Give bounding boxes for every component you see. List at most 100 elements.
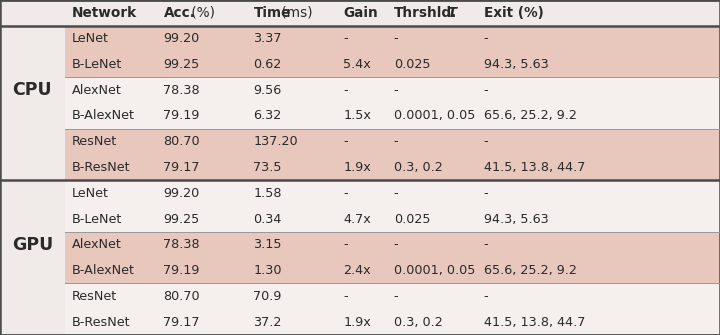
Text: -: - xyxy=(394,290,398,303)
Text: LeNet: LeNet xyxy=(72,187,109,200)
Text: 65.6, 25.2, 9.2: 65.6, 25.2, 9.2 xyxy=(484,110,577,123)
Text: B-ResNet: B-ResNet xyxy=(72,161,130,174)
Text: 1.9x: 1.9x xyxy=(343,161,372,174)
Bar xyxy=(0,232,65,258)
Text: B-AlexNet: B-AlexNet xyxy=(72,264,135,277)
Text: 79.19: 79.19 xyxy=(163,110,200,123)
Bar xyxy=(0,26,720,52)
Text: 80.70: 80.70 xyxy=(163,135,200,148)
Bar xyxy=(0,77,65,103)
Text: GPU: GPU xyxy=(12,236,53,254)
Text: 99.25: 99.25 xyxy=(163,58,199,71)
Text: Gain: Gain xyxy=(343,6,378,20)
Bar xyxy=(0,309,65,335)
Text: 65.6, 25.2, 9.2: 65.6, 25.2, 9.2 xyxy=(484,264,577,277)
Text: Time: Time xyxy=(253,6,291,20)
Text: 94.3, 5.63: 94.3, 5.63 xyxy=(484,212,549,225)
Text: 0.0001, 0.05: 0.0001, 0.05 xyxy=(394,110,475,123)
Text: -: - xyxy=(343,135,348,148)
Text: 0.0001, 0.05: 0.0001, 0.05 xyxy=(394,264,475,277)
Text: -: - xyxy=(343,290,348,303)
Text: Thrshld.: Thrshld. xyxy=(394,6,457,20)
Bar xyxy=(0,103,65,129)
Text: 37.2: 37.2 xyxy=(253,316,282,329)
Text: -: - xyxy=(484,238,488,251)
Text: 70.9: 70.9 xyxy=(253,290,282,303)
Bar xyxy=(0,129,65,155)
Bar xyxy=(0,309,720,335)
Text: -: - xyxy=(343,238,348,251)
Text: -: - xyxy=(484,187,488,200)
Text: 79.19: 79.19 xyxy=(163,264,200,277)
Text: -: - xyxy=(484,32,488,45)
Text: 9.56: 9.56 xyxy=(253,84,282,97)
Text: 41.5, 13.8, 44.7: 41.5, 13.8, 44.7 xyxy=(484,316,585,329)
Text: (ms): (ms) xyxy=(277,6,312,20)
Bar xyxy=(0,0,720,26)
Text: -: - xyxy=(484,135,488,148)
Text: 78.38: 78.38 xyxy=(163,84,200,97)
Text: 41.5, 13.8, 44.7: 41.5, 13.8, 44.7 xyxy=(484,161,585,174)
Text: 0.025: 0.025 xyxy=(394,212,431,225)
Bar xyxy=(0,155,720,180)
Text: -: - xyxy=(394,187,398,200)
Text: -: - xyxy=(394,238,398,251)
Text: ResNet: ResNet xyxy=(72,135,117,148)
Bar xyxy=(0,180,65,206)
Text: 0.3, 0.2: 0.3, 0.2 xyxy=(394,316,443,329)
Text: 73.5: 73.5 xyxy=(253,161,282,174)
Bar xyxy=(0,155,65,180)
Text: -: - xyxy=(343,32,348,45)
Text: Exit (%): Exit (%) xyxy=(484,6,544,20)
Text: -: - xyxy=(484,290,488,303)
Text: 0.025: 0.025 xyxy=(394,58,431,71)
Text: 79.17: 79.17 xyxy=(163,161,200,174)
Text: 4.7x: 4.7x xyxy=(343,212,372,225)
Text: 78.38: 78.38 xyxy=(163,238,200,251)
Text: LeNet: LeNet xyxy=(72,32,109,45)
Text: 99.25: 99.25 xyxy=(163,212,199,225)
Text: 0.62: 0.62 xyxy=(253,58,282,71)
Text: 99.20: 99.20 xyxy=(163,32,199,45)
Bar xyxy=(0,206,65,232)
Text: CPU: CPU xyxy=(12,81,53,99)
Text: (%): (%) xyxy=(187,6,215,20)
Text: 94.3, 5.63: 94.3, 5.63 xyxy=(484,58,549,71)
Text: Network: Network xyxy=(72,6,137,20)
Text: ResNet: ResNet xyxy=(72,290,117,303)
Text: 137.20: 137.20 xyxy=(253,135,298,148)
Bar xyxy=(0,258,65,283)
Text: -: - xyxy=(394,32,398,45)
Text: 1.9x: 1.9x xyxy=(343,316,372,329)
Bar xyxy=(0,258,720,283)
Text: 1.30: 1.30 xyxy=(253,264,282,277)
Bar xyxy=(0,52,720,77)
Text: -: - xyxy=(394,135,398,148)
Bar xyxy=(0,283,720,309)
Text: 5.4x: 5.4x xyxy=(343,58,372,71)
Text: 2.4x: 2.4x xyxy=(343,264,371,277)
Text: 99.20: 99.20 xyxy=(163,187,199,200)
Text: 3.37: 3.37 xyxy=(253,32,282,45)
Text: T: T xyxy=(443,6,456,20)
Text: -: - xyxy=(343,84,348,97)
Bar xyxy=(0,52,65,77)
Text: Acc.: Acc. xyxy=(163,6,195,20)
Text: 3.15: 3.15 xyxy=(253,238,282,251)
Bar xyxy=(0,206,720,232)
Bar xyxy=(0,129,720,155)
Text: 1.58: 1.58 xyxy=(253,187,282,200)
Text: 79.17: 79.17 xyxy=(163,316,200,329)
Bar xyxy=(0,77,720,103)
Text: 0.34: 0.34 xyxy=(253,212,282,225)
Text: B-AlexNet: B-AlexNet xyxy=(72,110,135,123)
Text: B-LeNet: B-LeNet xyxy=(72,212,122,225)
Bar xyxy=(0,103,720,129)
Bar xyxy=(0,26,65,52)
Text: AlexNet: AlexNet xyxy=(72,238,122,251)
Text: 0.3, 0.2: 0.3, 0.2 xyxy=(394,161,443,174)
Bar xyxy=(0,283,65,309)
Text: 6.32: 6.32 xyxy=(253,110,282,123)
Text: -: - xyxy=(343,187,348,200)
Text: -: - xyxy=(394,84,398,97)
